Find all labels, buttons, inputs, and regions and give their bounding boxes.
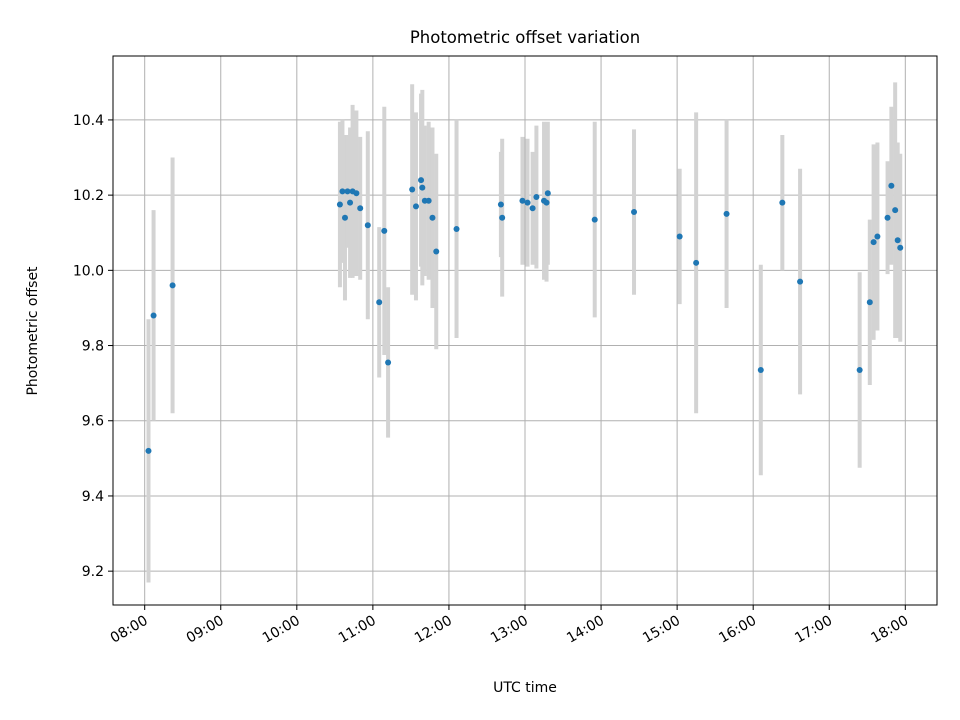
data-point bbox=[797, 278, 804, 285]
data-point bbox=[385, 359, 392, 366]
data-point bbox=[897, 244, 904, 251]
grid-layer bbox=[113, 56, 937, 605]
y-tick-label: 9.4 bbox=[82, 489, 104, 505]
data-point bbox=[412, 203, 419, 210]
data-point bbox=[779, 199, 786, 206]
y-tick-label: 10.2 bbox=[73, 188, 104, 204]
data-point bbox=[892, 207, 899, 214]
data-point bbox=[888, 182, 895, 189]
data-point bbox=[150, 312, 157, 319]
data-point bbox=[418, 177, 425, 184]
x-axis-label: UTC time bbox=[493, 680, 557, 696]
data-point bbox=[533, 194, 540, 201]
data-point bbox=[870, 239, 877, 246]
data-point bbox=[425, 197, 432, 204]
data-point bbox=[381, 227, 388, 234]
data-point bbox=[357, 205, 364, 212]
data-point bbox=[693, 259, 700, 266]
data-point bbox=[884, 214, 891, 221]
y-tick-label: 9.8 bbox=[82, 339, 104, 355]
data-point bbox=[353, 190, 360, 197]
data-point bbox=[757, 366, 764, 373]
data-point bbox=[874, 233, 881, 240]
data-point bbox=[344, 188, 351, 195]
data-point bbox=[341, 214, 348, 221]
data-point bbox=[894, 237, 901, 244]
data-point bbox=[453, 225, 460, 232]
data-point bbox=[543, 199, 550, 206]
y-axis-label: Photometric offset bbox=[25, 266, 41, 396]
data-point bbox=[376, 299, 383, 306]
data-point bbox=[519, 197, 526, 204]
data-point bbox=[497, 201, 504, 208]
data-point bbox=[347, 199, 354, 206]
y-tick-label: 10.4 bbox=[73, 113, 104, 129]
data-point bbox=[723, 210, 730, 217]
data-point bbox=[429, 214, 436, 221]
data-point bbox=[544, 190, 551, 197]
data-point bbox=[336, 201, 343, 208]
data-point bbox=[145, 447, 152, 454]
data-point bbox=[866, 299, 873, 306]
data-point bbox=[676, 233, 683, 240]
point-layer bbox=[145, 177, 904, 454]
data-point bbox=[419, 184, 426, 191]
chart-title: Photometric offset variation bbox=[410, 28, 640, 47]
y-tick-label: 9.2 bbox=[82, 564, 104, 580]
data-point bbox=[591, 216, 598, 223]
y-axis-ticks: 9.2 9.4 9.6 9.8 10.0 10.2 10.4 bbox=[73, 113, 113, 580]
y-tick-label: 9.6 bbox=[82, 414, 104, 430]
data-point bbox=[856, 366, 863, 373]
data-point bbox=[433, 248, 440, 255]
data-point bbox=[529, 205, 536, 212]
data-point bbox=[339, 188, 346, 195]
data-point bbox=[364, 222, 371, 229]
data-point bbox=[169, 282, 176, 289]
y-tick-label: 10.0 bbox=[73, 263, 104, 279]
data-point bbox=[499, 214, 506, 221]
data-point bbox=[524, 199, 531, 206]
data-point bbox=[409, 186, 416, 193]
data-point bbox=[631, 209, 638, 216]
